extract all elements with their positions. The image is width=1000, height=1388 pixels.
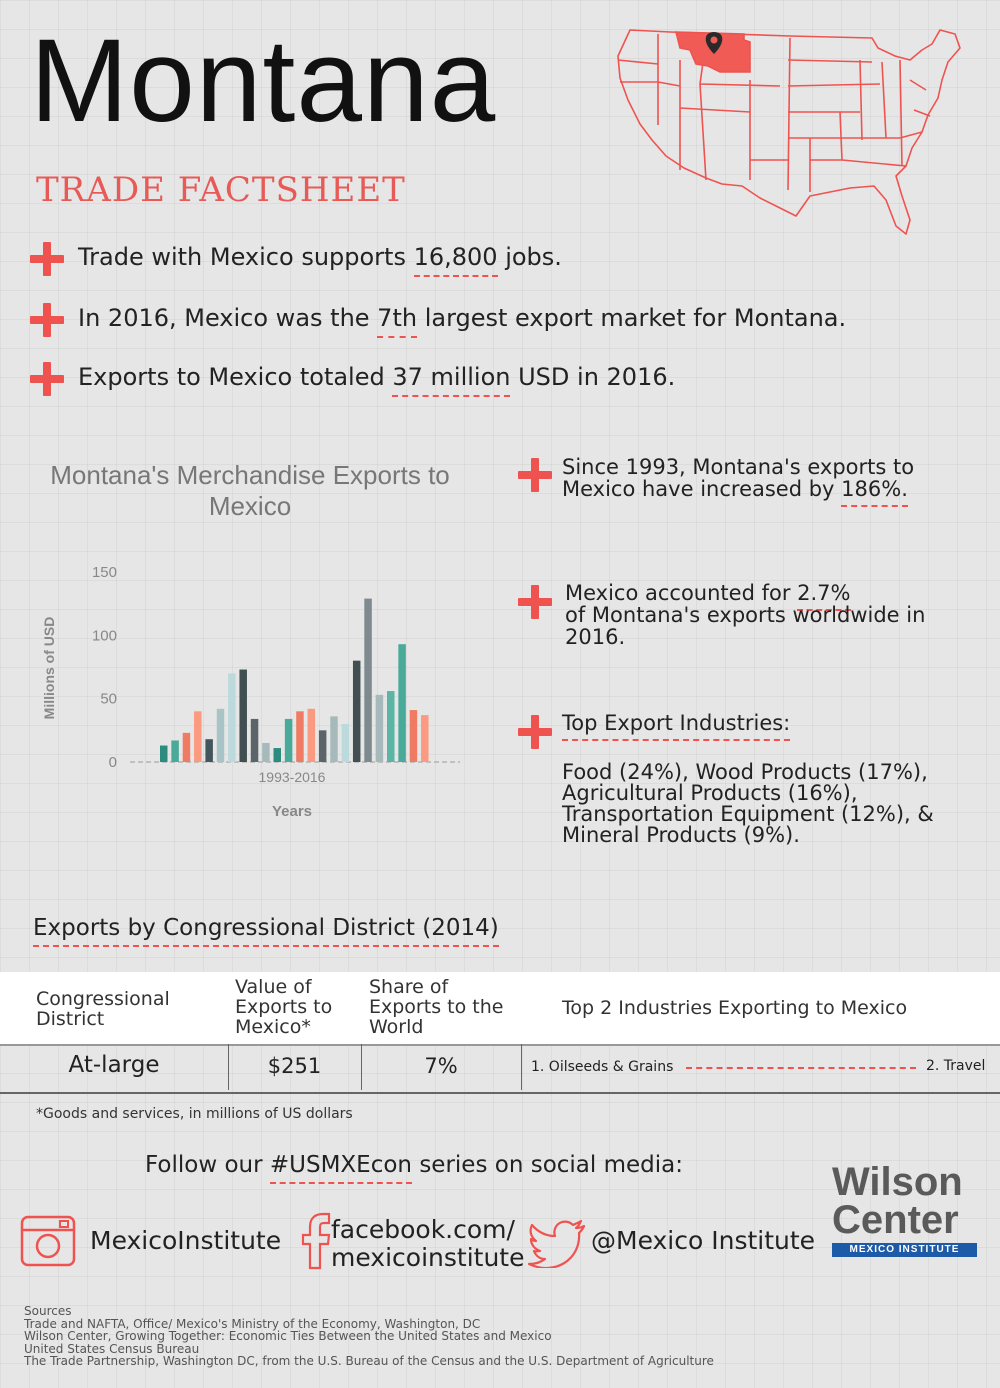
- us-outline: [617, 29, 961, 235]
- facebook-icon[interactable]: [298, 1212, 332, 1270]
- bar-2016: [421, 715, 429, 762]
- bar-1996: [194, 711, 202, 762]
- bar-1993: [160, 745, 168, 762]
- bar-2001: [250, 718, 259, 762]
- header-share: Share of Exports to the World: [369, 976, 504, 1038]
- page-subtitle: TRADE FACTSHEET: [36, 170, 406, 210]
- bar-2004: [284, 718, 293, 762]
- map-pin-icon: [705, 32, 723, 54]
- cell-share: 7%: [424, 1054, 458, 1078]
- plus-icon: [30, 362, 64, 396]
- plus-icon: [518, 715, 552, 749]
- plus-icon: [30, 242, 64, 276]
- plus-icon: [518, 585, 552, 619]
- bar-2007: [318, 730, 327, 762]
- bar-2008: [330, 716, 338, 762]
- bar-2011: [364, 598, 372, 762]
- table-section-title: Exports by Congressional District (2014): [33, 915, 499, 947]
- y-tick-label: 50: [100, 691, 117, 708]
- instagram-handle[interactable]: MexicoInstitute: [90, 1226, 282, 1255]
- cell-industry-1: 1. Oilseeds & Grains: [531, 1059, 674, 1075]
- exports-bar-chart: 0 50 100 150 1993-2016 Years Millions of USD: [41, 564, 460, 820]
- bar-2000: [239, 669, 247, 762]
- header-top2: Top 2 Industries Exporting to Mexico: [562, 997, 908, 1019]
- follow-text: Follow our #USMXEcon series on social me…: [145, 1152, 683, 1184]
- bar-1998: [216, 708, 225, 762]
- wilson-center-logo: Wilson Center MEXICO INSTITUTE: [832, 1162, 982, 1257]
- us-map: [617, 29, 961, 235]
- x-range-label: 1993-2016: [259, 769, 326, 785]
- cell-district: At-large: [68, 1052, 160, 1078]
- chart-title: Montana's Merchandise Exports to Mexico: [50, 460, 450, 521]
- table-header: [0, 972, 1000, 1044]
- bar-2003: [273, 748, 281, 762]
- fact-jobs: Trade with Mexico supports 16,800 jobs.: [78, 243, 562, 277]
- instagram-icon[interactable]: [20, 1215, 76, 1267]
- bar-2005: [296, 711, 304, 762]
- x-axis-label: Years: [272, 803, 312, 820]
- bar-1994: [171, 740, 179, 762]
- facebook-handle[interactable]: facebook.com/mexicoinstitute: [331, 1215, 525, 1272]
- fact-growth: Since 1993, Montana's exports to Mexico …: [562, 456, 914, 507]
- header-value: Value of Exports to Mexico*: [235, 976, 333, 1038]
- header-district: Congressional District: [36, 988, 170, 1030]
- bar-2013: [387, 691, 395, 762]
- bar-1997: [205, 739, 213, 762]
- bar-2012: [375, 694, 384, 762]
- bar-2014: [398, 644, 406, 762]
- bar-2009: [341, 724, 350, 762]
- sources: Sources Trade and NAFTA, Office/ Mexico'…: [24, 1304, 714, 1368]
- fact-exports: Exports to Mexico totaled 37 million USD…: [78, 363, 675, 397]
- y-tick-label: 150: [92, 564, 117, 581]
- industry-connector: [686, 1067, 916, 1069]
- bar-1995: [182, 732, 191, 762]
- bar-2006: [307, 708, 316, 762]
- y-tick-label: 100: [92, 627, 117, 644]
- bar-1999: [228, 673, 236, 762]
- plus-icon: [30, 303, 64, 337]
- cell-industry-2: 2. Travel: [926, 1058, 986, 1074]
- fact-industries-title: Top Export Industries:: [562, 711, 791, 741]
- page-title: Montana: [30, 15, 497, 147]
- twitter-icon[interactable]: [528, 1220, 586, 1268]
- fact-share: Mexico accounted for 2.7% of Montana's e…: [565, 581, 926, 649]
- bar-2015: [409, 710, 418, 762]
- bar-2002: [262, 743, 270, 762]
- fact-rank: In 2016, Mexico was the 7th largest expo…: [78, 304, 846, 338]
- table-row: [0, 1044, 1000, 1094]
- cell-value: $251: [267, 1054, 322, 1078]
- twitter-handle[interactable]: @Mexico Institute: [591, 1226, 816, 1255]
- table-footnote: *Goods and services, in millions of US d…: [36, 1106, 353, 1122]
- plus-icon: [518, 458, 552, 492]
- y-tick-label: 0: [109, 754, 117, 771]
- y-axis-label: Millions of USD: [41, 617, 57, 720]
- fact-industries-list: Food (24%), Wood Products (17%), Agricul…: [562, 760, 934, 847]
- bar-2010: [352, 660, 361, 762]
